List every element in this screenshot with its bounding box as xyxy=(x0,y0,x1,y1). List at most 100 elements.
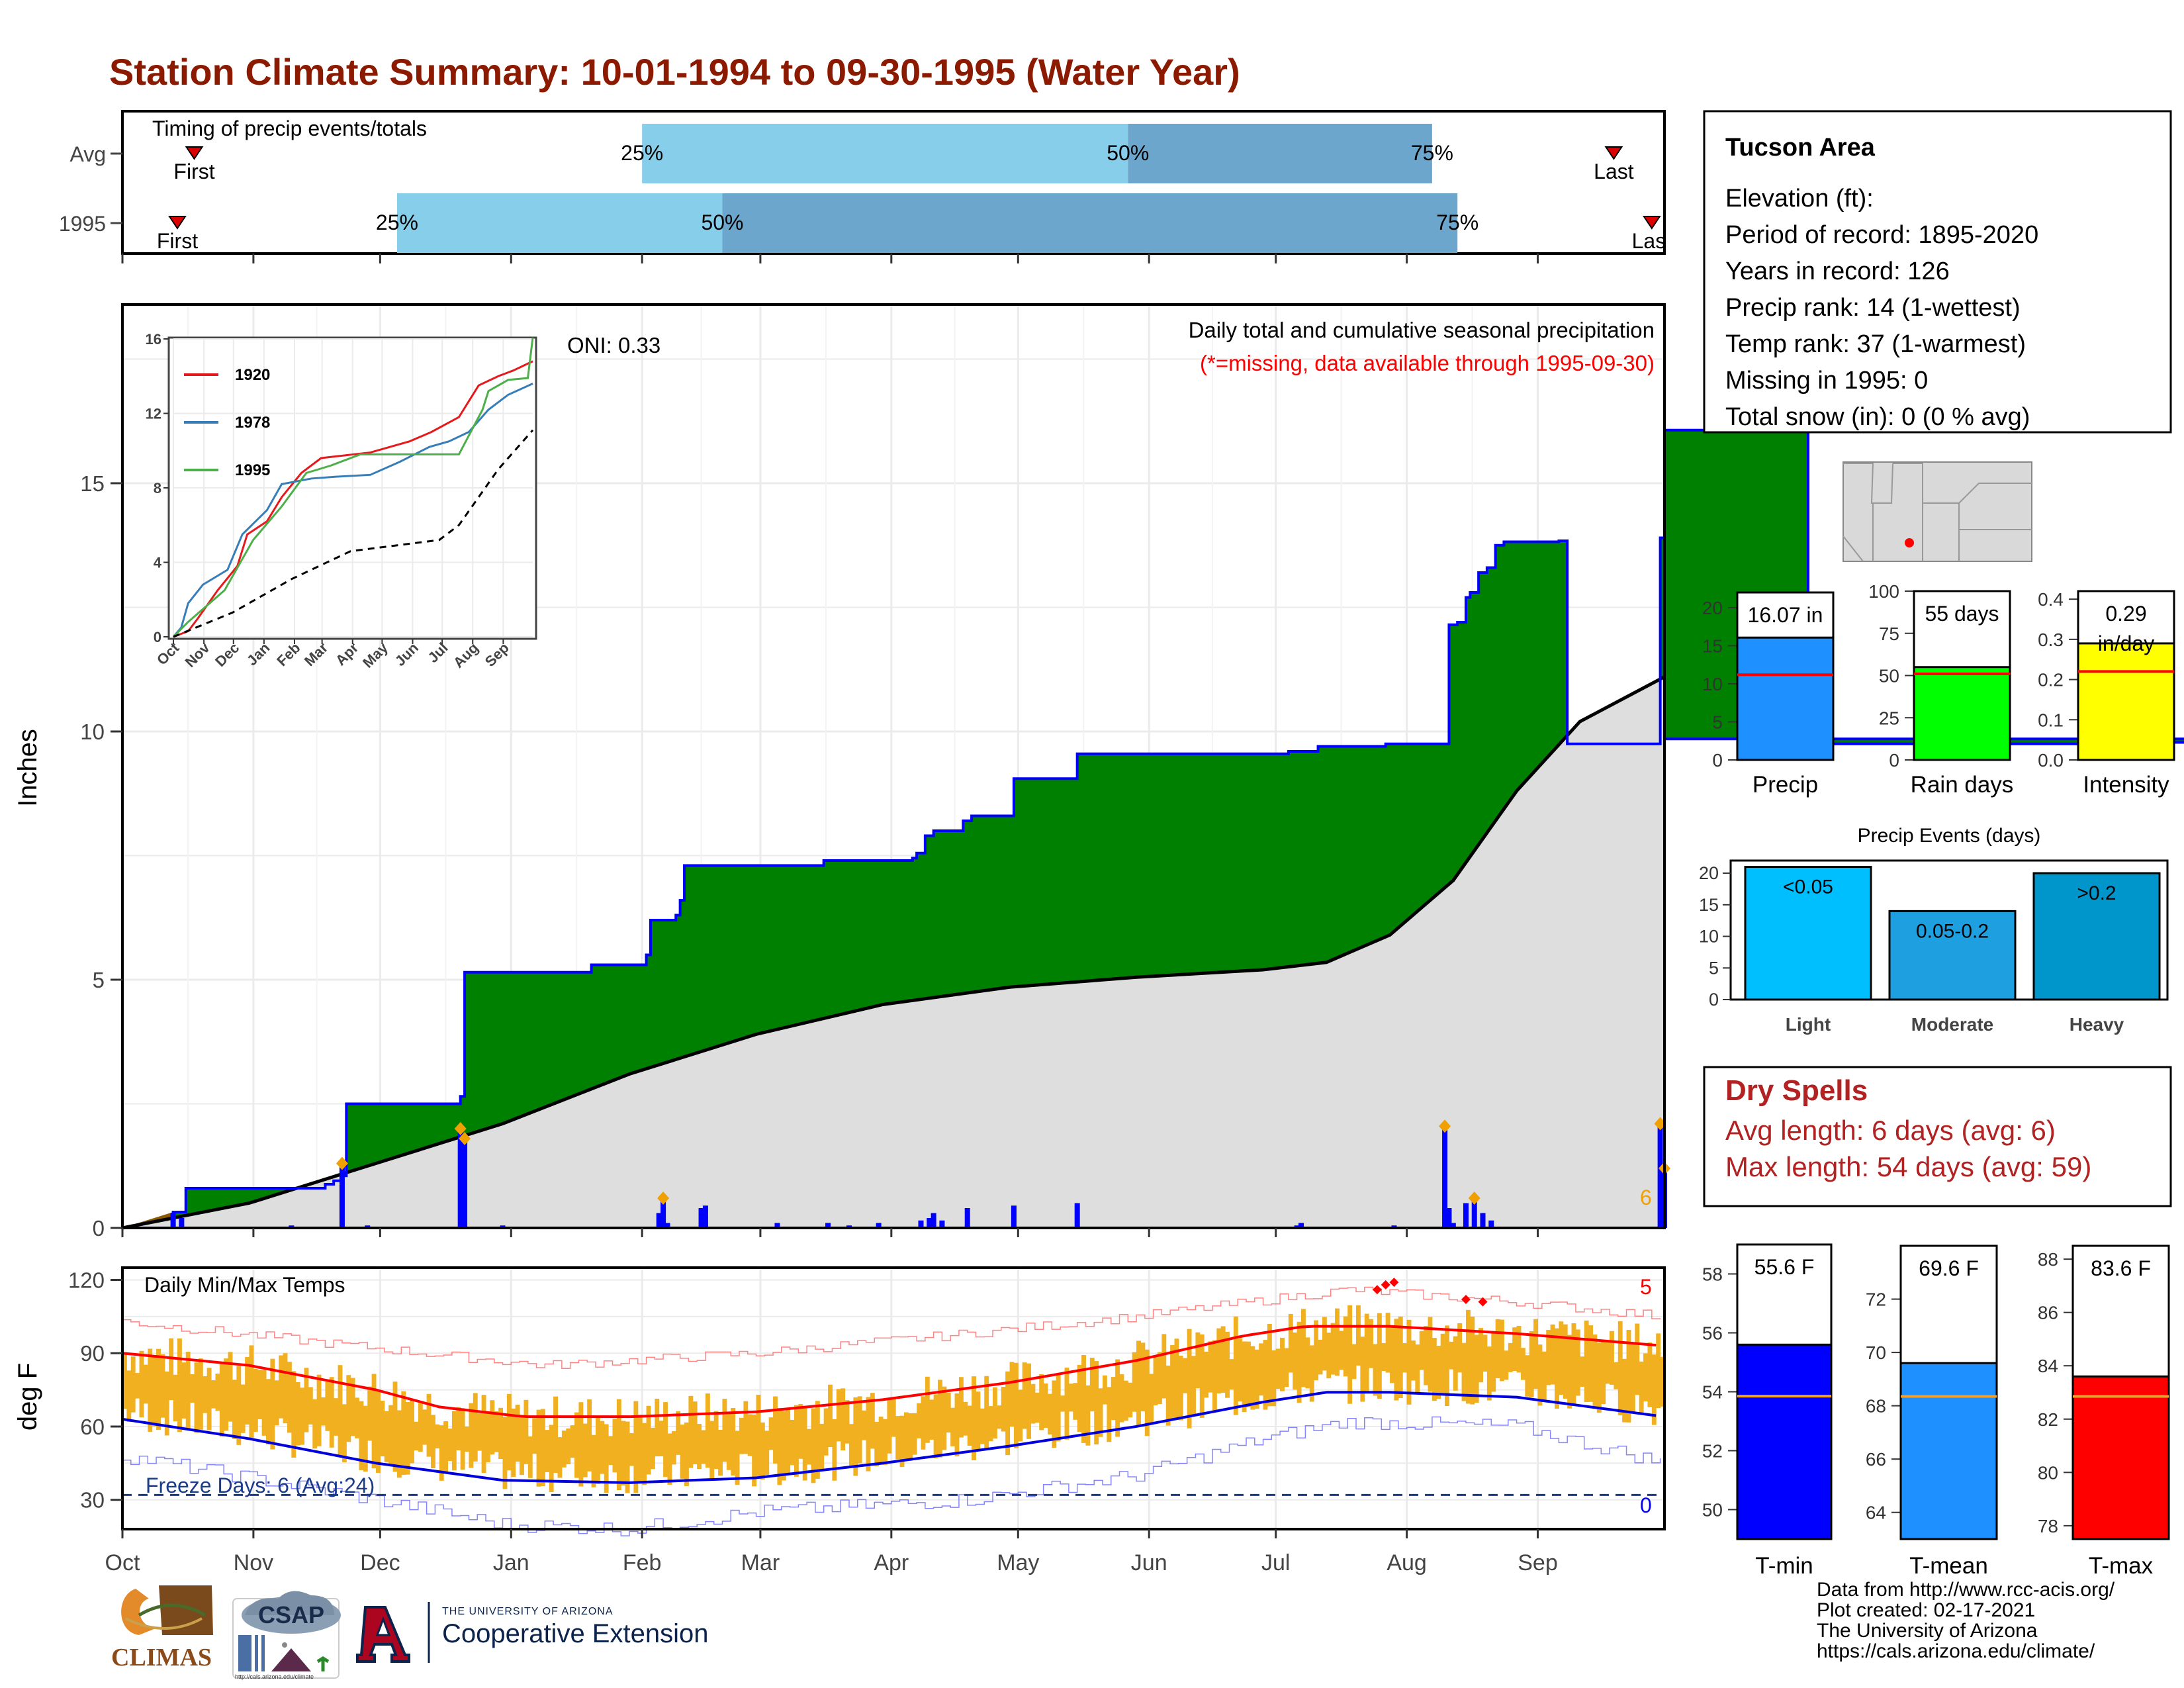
daily-temp-bar xyxy=(988,1406,993,1442)
bar-value xyxy=(1736,636,1835,761)
inset-series-average xyxy=(173,429,534,638)
daily-temp-bar xyxy=(1030,1383,1036,1424)
temp-ytick-label: 60 xyxy=(80,1415,105,1439)
daily-temp-bar xyxy=(1512,1327,1518,1371)
daily-temp-bar xyxy=(392,1382,398,1472)
daily-temp-bar xyxy=(887,1399,892,1454)
daily-temp-bar xyxy=(621,1421,626,1486)
credit-line: The University of Arizona xyxy=(1817,1620,2038,1642)
daily-temp-bar xyxy=(206,1368,212,1430)
daily-temp-bar xyxy=(1482,1335,1488,1372)
daily-temp-bar xyxy=(891,1397,896,1437)
daily-temp-bar xyxy=(283,1353,288,1424)
daily-temp-bar xyxy=(156,1348,161,1430)
bar-value-label: 0.29 xyxy=(2105,602,2146,626)
daily-temp-bar xyxy=(946,1393,951,1432)
temp-ylabel: deg F xyxy=(13,1363,42,1430)
daily-temp-bar xyxy=(1486,1346,1492,1401)
daily-temp-bar xyxy=(1153,1356,1158,1405)
daily-temp-bar xyxy=(1208,1341,1213,1393)
bar-name: Precip xyxy=(1752,772,1818,798)
daily-temp-bar xyxy=(139,1350,144,1418)
timing-marker-label: First xyxy=(173,160,214,183)
daily-temp-bar xyxy=(1195,1332,1201,1389)
bar-ytick-label: 68 xyxy=(1866,1396,1886,1417)
daily-temp-bar xyxy=(1144,1349,1150,1436)
daily-temp-bar xyxy=(473,1393,478,1462)
daily-temp-bar xyxy=(566,1428,571,1465)
daily-temp-bar xyxy=(1605,1342,1610,1384)
daily-temp-bar xyxy=(1432,1338,1437,1401)
daily-temp-bar xyxy=(642,1423,647,1485)
daily-temp-bar xyxy=(1415,1344,1420,1393)
month-label: May xyxy=(997,1550,1039,1575)
daily-precip-bar xyxy=(1442,1126,1448,1228)
temp-ytick-label: 120 xyxy=(68,1268,105,1292)
precip-subtitle: Daily total and cumulative seasonal prec… xyxy=(1189,318,1655,342)
daily-precip-bar xyxy=(927,1218,933,1228)
page-title: Station Climate Summary: 10-01-1994 to 0… xyxy=(109,51,1240,93)
daily-temp-bar xyxy=(1406,1319,1412,1405)
daily-temp-bar xyxy=(976,1391,981,1452)
events-bar xyxy=(1744,866,1872,1001)
month-axis: Oct Nov Dec Jan Feb Mar Apr May Jun Jul Aug Sep xyxy=(105,1550,1558,1575)
bar-value-label: 69.6 F xyxy=(1919,1256,1979,1280)
daily-temp-bar xyxy=(329,1377,334,1448)
credit-line: https://cals.arizona.edu/climate/ xyxy=(1817,1640,2095,1662)
daily-temp-bar xyxy=(1546,1329,1551,1385)
daily-temp-bar xyxy=(1588,1325,1593,1402)
daily-temp-bar xyxy=(435,1424,440,1449)
daily-temp-bar xyxy=(1136,1340,1141,1427)
daily-temp-bar xyxy=(979,1408,985,1444)
daily-precip-bar xyxy=(939,1220,945,1228)
heavy-event-marker xyxy=(1439,1119,1451,1133)
daily-temp-bar xyxy=(1470,1316,1475,1405)
daily-precip-bar xyxy=(964,1208,970,1228)
daily-temp-bar xyxy=(219,1364,224,1437)
daily-precip-bar xyxy=(1488,1220,1494,1228)
daily-temp-bar xyxy=(1508,1342,1513,1372)
daily-temp-bar xyxy=(993,1387,997,1439)
daily-temp-bar xyxy=(722,1399,727,1462)
heavy-event-marker xyxy=(454,1122,467,1135)
summary-bars: 0 5 10 15 20 16.07 in Precip 0 25 50 75 100 55 days R… xyxy=(1702,581,2175,798)
timing-marker-label: Last xyxy=(1594,160,1634,183)
credit-line: Plot created: 02-17-2021 xyxy=(1817,1599,2036,1621)
daily-temp-bar xyxy=(1520,1348,1525,1380)
daily-temp-bar xyxy=(1592,1335,1598,1409)
bar-ytick-label: 0.4 xyxy=(2038,589,2064,610)
daily-precip-bar xyxy=(1298,1223,1304,1228)
daily-temp-bar xyxy=(456,1407,461,1450)
daily-temp-bar xyxy=(1229,1359,1234,1390)
daily-temp-bar xyxy=(870,1393,875,1449)
daily-temp-bar xyxy=(261,1370,267,1436)
daily-temp-bar xyxy=(549,1425,554,1492)
daily-temp-bar xyxy=(1516,1325,1522,1373)
daily-temp-bar xyxy=(401,1391,406,1476)
daily-temp-bar xyxy=(1326,1333,1332,1379)
daily-temp-bar xyxy=(676,1411,681,1455)
daily-precip-bar xyxy=(1657,1123,1663,1228)
bar-name: T-max xyxy=(2089,1553,2154,1579)
daily-temp-bar xyxy=(376,1389,381,1473)
daily-temp-bar xyxy=(211,1380,216,1409)
daily-temp-bar xyxy=(1449,1341,1454,1370)
daily-temp-bar xyxy=(359,1401,364,1470)
dry-spells-box: Dry Spells Avg length: 6 days (avg: 6) M… xyxy=(1703,1066,2172,1207)
daily-temp-bar xyxy=(274,1380,279,1426)
bar-value-label: 16.07 in xyxy=(1748,603,1823,627)
info-line: Total snow (in): 0 (0 % avg) xyxy=(1725,403,2030,431)
daily-temp-bar xyxy=(1165,1365,1171,1426)
daily-temp-bar xyxy=(1068,1383,1073,1412)
bar-value xyxy=(1736,1343,1833,1540)
daily-temp-bar xyxy=(1187,1329,1192,1429)
csap-logo: CSAP xyxy=(232,1591,341,1679)
daily-temp-bar xyxy=(502,1417,508,1489)
daily-temp-bar xyxy=(709,1421,715,1479)
daily-temp-bar xyxy=(160,1354,165,1418)
daily-temp-bar xyxy=(844,1400,850,1444)
daily-temp-bar xyxy=(1424,1325,1429,1385)
daily-temp-bar xyxy=(663,1402,668,1477)
ua-logo xyxy=(356,1602,430,1663)
daily-temp-bar xyxy=(929,1399,934,1440)
